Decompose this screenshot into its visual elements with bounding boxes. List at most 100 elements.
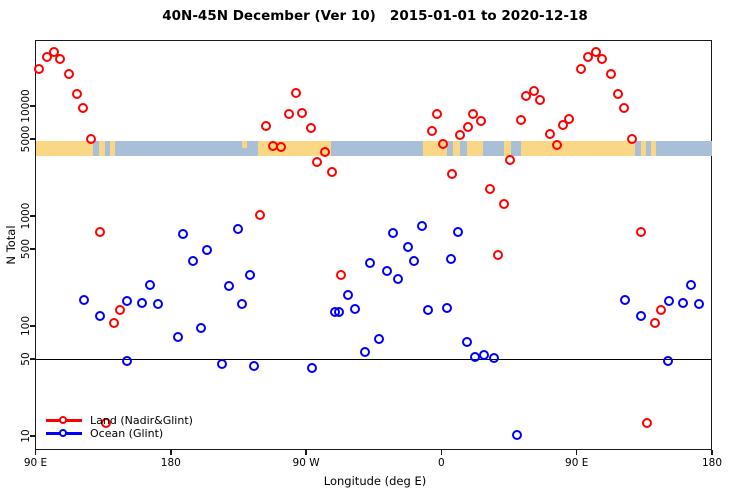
land-data-point	[41, 51, 52, 62]
ocean-data-point	[511, 430, 522, 441]
ocean-data-point	[248, 360, 259, 371]
land-data-point	[454, 129, 465, 140]
land-data-point	[326, 167, 337, 178]
y-axis-tick	[29, 105, 35, 107]
land-data-point	[86, 133, 97, 144]
ocean-data-point	[452, 227, 463, 238]
map-strip-land-segment	[35, 141, 94, 156]
ocean-circle-icon	[59, 429, 67, 438]
ocean-data-point	[201, 245, 212, 256]
y-axis-tick	[29, 358, 35, 360]
ocean-data-point	[686, 279, 697, 290]
land-data-point	[475, 116, 486, 127]
map-strip-land-segment	[640, 141, 647, 156]
land-data-point	[590, 47, 601, 58]
ocean-data-point	[78, 295, 89, 306]
x-tick-label: 90 W	[292, 457, 320, 469]
y-tick-label: 10000	[20, 89, 32, 123]
land-data-point	[492, 250, 503, 261]
land-data-point	[596, 54, 607, 65]
chart-title: 40N-45N December (Ver 10) 2015-01-01 to …	[162, 8, 588, 24]
map-strip-land-segment	[650, 141, 657, 156]
y-axis-tick	[29, 248, 35, 250]
y-axis-title: N Total	[4, 225, 18, 265]
ocean-data-point	[342, 290, 353, 301]
x-axis-title: Longitude (deg E)	[323, 474, 427, 488]
land-data-point	[504, 155, 515, 166]
land-data-point	[297, 108, 308, 119]
x-tick-label: 180	[701, 457, 723, 469]
ocean-data-point	[334, 306, 345, 317]
ocean-data-point	[636, 310, 647, 321]
map-strip-ocean-segment	[511, 141, 522, 156]
land-data-point	[437, 139, 448, 150]
y-axis-tick	[29, 215, 35, 217]
y-tick-label: 50	[20, 352, 32, 366]
land-data-point	[55, 54, 66, 65]
map-strip-land-segment	[241, 141, 247, 148]
land-data-point	[605, 68, 616, 79]
ocean-data-point	[223, 280, 234, 291]
land-data-point	[114, 305, 125, 315]
land-data-point	[100, 417, 111, 428]
y-axis-tick	[29, 325, 35, 327]
land-data-point	[108, 318, 119, 329]
y-axis-tick	[29, 138, 35, 140]
legend-item-ocean: Ocean (Glint)	[46, 427, 193, 440]
land-data-point	[499, 198, 510, 209]
land-data-point	[78, 103, 88, 114]
land-data-point	[521, 91, 532, 102]
land-data-point	[94, 226, 105, 237]
ocean-data-point	[402, 242, 413, 253]
map-strip-land-segment	[503, 141, 512, 156]
x-axis-tick	[305, 450, 307, 455]
map-strip-land-segment	[521, 141, 635, 156]
land-data-point	[468, 109, 479, 120]
land-data-point	[484, 184, 495, 195]
land-data-point	[283, 109, 294, 120]
land-data-point	[635, 226, 646, 237]
ocean-data-point	[619, 295, 630, 306]
land-data-point	[49, 47, 60, 58]
land-data-point	[656, 305, 667, 315]
ocean-data-point	[469, 351, 480, 362]
ocean-data-point	[677, 297, 688, 308]
land-data-point	[335, 269, 346, 280]
ocean-data-point	[461, 337, 472, 348]
x-axis-tick	[575, 450, 578, 455]
plot-area	[35, 40, 712, 450]
x-tick-label: 0	[438, 457, 445, 469]
ocean-data-point	[144, 279, 155, 290]
land-data-point	[254, 210, 265, 221]
y-tick-label: 1000	[20, 202, 32, 230]
ocean-data-point	[382, 266, 393, 277]
land-data-point	[426, 126, 437, 137]
x-axis-tick	[170, 450, 172, 455]
legend: Land (Nadir&Glint) Ocean (Glint)	[46, 414, 193, 440]
ocean-data-point	[95, 310, 106, 321]
land-data-point	[619, 103, 630, 114]
y-tick-label: 5000	[20, 125, 32, 153]
land-data-point	[528, 86, 539, 97]
land-data-point	[641, 417, 652, 428]
land-data-point	[516, 115, 527, 126]
x-tick-label: 90 E	[23, 457, 48, 469]
land-data-point	[462, 122, 473, 133]
land-data-point	[260, 121, 271, 132]
map-strip-ocean-segment	[460, 141, 468, 156]
ocean-data-point	[416, 221, 427, 232]
reference-line-50	[35, 359, 712, 361]
ocean-data-point	[236, 299, 247, 310]
land-data-point	[311, 157, 322, 168]
ocean-data-point	[187, 256, 198, 267]
x-axis-tick	[440, 450, 443, 455]
legend-item-land: Land (Nadir&Glint)	[46, 414, 193, 427]
land-data-point	[64, 68, 75, 79]
land-data-point	[613, 89, 624, 100]
y-tick-label: 10	[20, 429, 32, 443]
land-data-point	[71, 89, 82, 100]
ocean-data-point	[441, 302, 452, 313]
ocean-data-point	[364, 258, 375, 269]
